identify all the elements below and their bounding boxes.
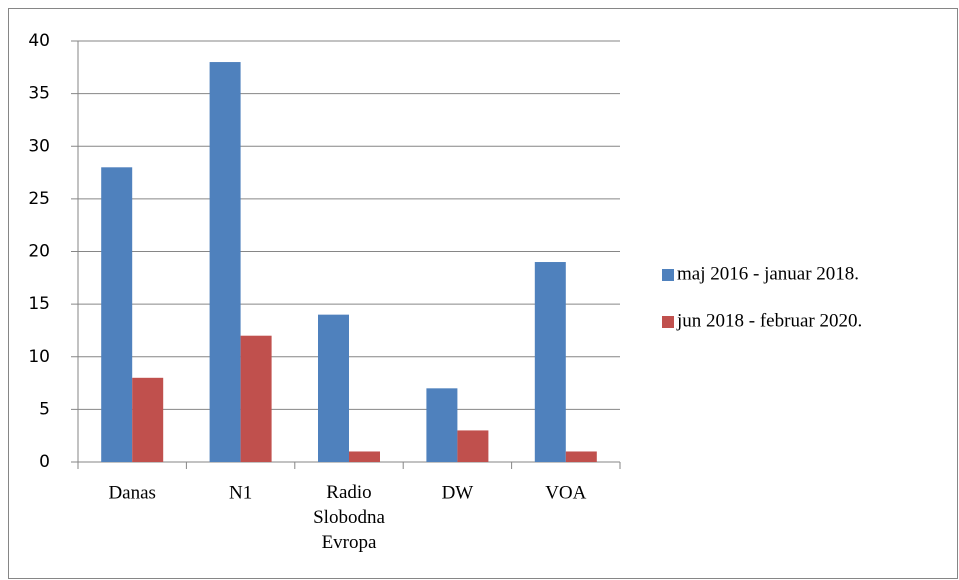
bar xyxy=(534,262,566,462)
y-tick-label: 20 xyxy=(28,242,50,262)
y-tick-label: 30 xyxy=(28,136,50,156)
legend-label: jun 2018 - februar 2020. xyxy=(676,310,862,331)
bar xyxy=(318,314,349,462)
bar xyxy=(349,451,380,462)
y-tick-label: 0 xyxy=(39,452,50,472)
y-tick-label: 5 xyxy=(39,399,50,419)
bar xyxy=(240,335,272,462)
x-tick-label: N1 xyxy=(229,482,252,503)
chart-border xyxy=(8,8,958,579)
y-tick-label: 10 xyxy=(28,347,50,367)
bar xyxy=(565,451,597,462)
bar xyxy=(101,167,133,463)
bar xyxy=(426,388,458,462)
y-tick-label: 40 xyxy=(28,31,50,51)
legend-label: maj 2016 - januar 2018. xyxy=(677,263,859,284)
bar xyxy=(209,62,241,463)
y-tick-label: 15 xyxy=(28,294,50,314)
x-tick-label: DW xyxy=(442,482,474,503)
x-tick-label: Danas xyxy=(108,482,155,503)
bar xyxy=(132,377,164,462)
x-tick-label: Radio Slobodna Evropa xyxy=(313,482,385,553)
y-tick-label: 25 xyxy=(28,189,50,209)
legend-swatch xyxy=(662,316,674,328)
bar xyxy=(457,430,489,462)
legend-swatch xyxy=(662,269,674,281)
y-tick-label: 35 xyxy=(28,84,50,104)
x-tick-label: VOA xyxy=(545,482,586,503)
